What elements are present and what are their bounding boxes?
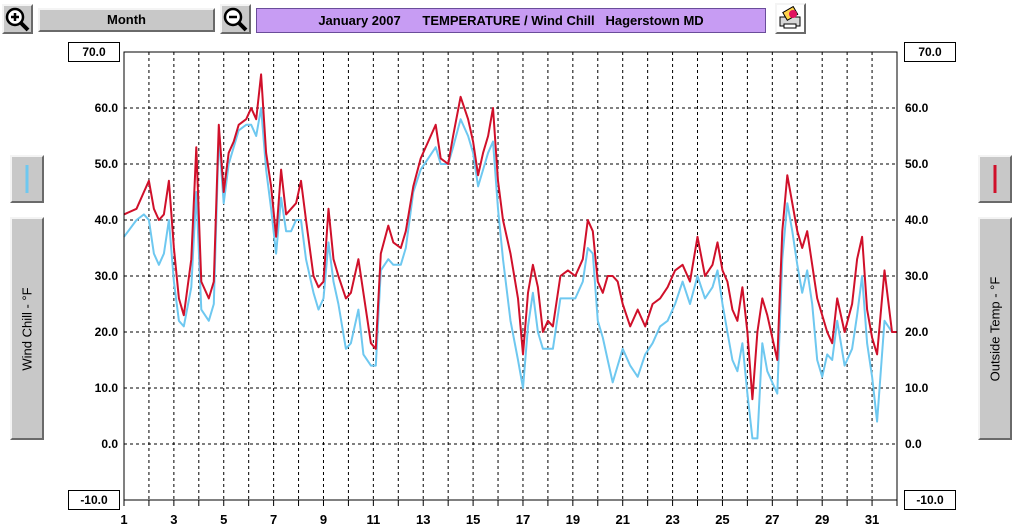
y-tick-label-left: 30.0 — [95, 269, 119, 283]
x-axis: 1 3 5 7 9 11 13 15 17 19 21 23 25 27 29 31 — [120, 500, 898, 527]
printer-icon — [779, 5, 801, 29]
zoom-in-button[interactable] — [2, 4, 33, 34]
left-axis-max-label: 70.0 — [68, 42, 120, 62]
x-tick-label: 31 — [865, 512, 879, 527]
y-tick-labels: 60.0 60.0 50.0 50.0 40.0 40.0 30.0 30.0 20.0 20.0… — [95, 101, 929, 451]
y-tick-label-right: 10.0 — [905, 381, 929, 395]
chart-series — [123, 73, 897, 440]
x-tick-label: 15 — [466, 512, 480, 527]
x-tick-label: 3 — [170, 512, 177, 527]
y-tick-label-left: 20.0 — [95, 325, 119, 339]
y-tick-label-left: 10.0 — [95, 381, 119, 395]
x-tick-label: 29 — [815, 512, 829, 527]
right-axis-button[interactable]: Outside Temp - °F — [978, 217, 1012, 440]
zoom-in-icon — [5, 7, 30, 32]
x-tick-label: 23 — [665, 512, 679, 527]
right-axis-min-label: -10.0 — [904, 490, 956, 510]
print-button[interactable] — [775, 3, 806, 34]
right-axis-max-label: 70.0 — [904, 42, 956, 62]
y-tick-label-right: 60.0 — [905, 101, 929, 115]
y-tick-label-left: 40.0 — [95, 213, 119, 227]
wind-chill-series-toggle[interactable] — [10, 155, 44, 203]
y-tick-label-right: 30.0 — [905, 269, 929, 283]
x-tick-label: 25 — [715, 512, 729, 527]
y-tick-label-left: 60.0 — [95, 101, 119, 115]
y-tick-label-left: 50.0 — [95, 157, 119, 171]
y-tick-label-left: 0.0 — [101, 437, 118, 451]
left-axis-button[interactable]: Wind Chill - °F — [10, 217, 44, 440]
wind-chill-swatch-icon — [25, 165, 29, 193]
chart-grid — [124, 52, 897, 500]
plot-frame — [123, 51, 898, 501]
outside-temp-series-toggle[interactable] — [978, 155, 1012, 203]
x-tick-label: 21 — [615, 512, 629, 527]
x-tick-label: 11 — [366, 512, 380, 527]
y-tick-label-right: 40.0 — [905, 213, 929, 227]
x-tick-label: 17 — [516, 512, 530, 527]
left-axis-min-label: -10.0 — [68, 490, 120, 510]
x-tick-label: 5 — [220, 512, 227, 527]
y-tick-label-right: 0.0 — [905, 437, 922, 451]
x-tick-label: 27 — [765, 512, 779, 527]
x-tick-label: 19 — [566, 512, 580, 527]
range-month-button[interactable]: Month — [38, 8, 215, 32]
x-tick-label: 9 — [320, 512, 327, 527]
series-line-outside-temp — [123, 73, 897, 401]
series-line-wind-chill — [123, 107, 897, 440]
zoom-out-button[interactable] — [220, 4, 251, 34]
chart-title: January 2007 TEMPERATURE / Wind Chill Ha… — [256, 8, 766, 33]
y-tick-label-right: 20.0 — [905, 325, 929, 339]
x-tick-label: 13 — [416, 512, 430, 527]
zoom-out-icon — [223, 7, 248, 32]
x-tick-label: 7 — [270, 512, 277, 527]
x-tick-label: 1 — [120, 512, 127, 527]
outside-temp-swatch-icon — [993, 165, 997, 193]
y-tick-label-right: 50.0 — [905, 157, 929, 171]
